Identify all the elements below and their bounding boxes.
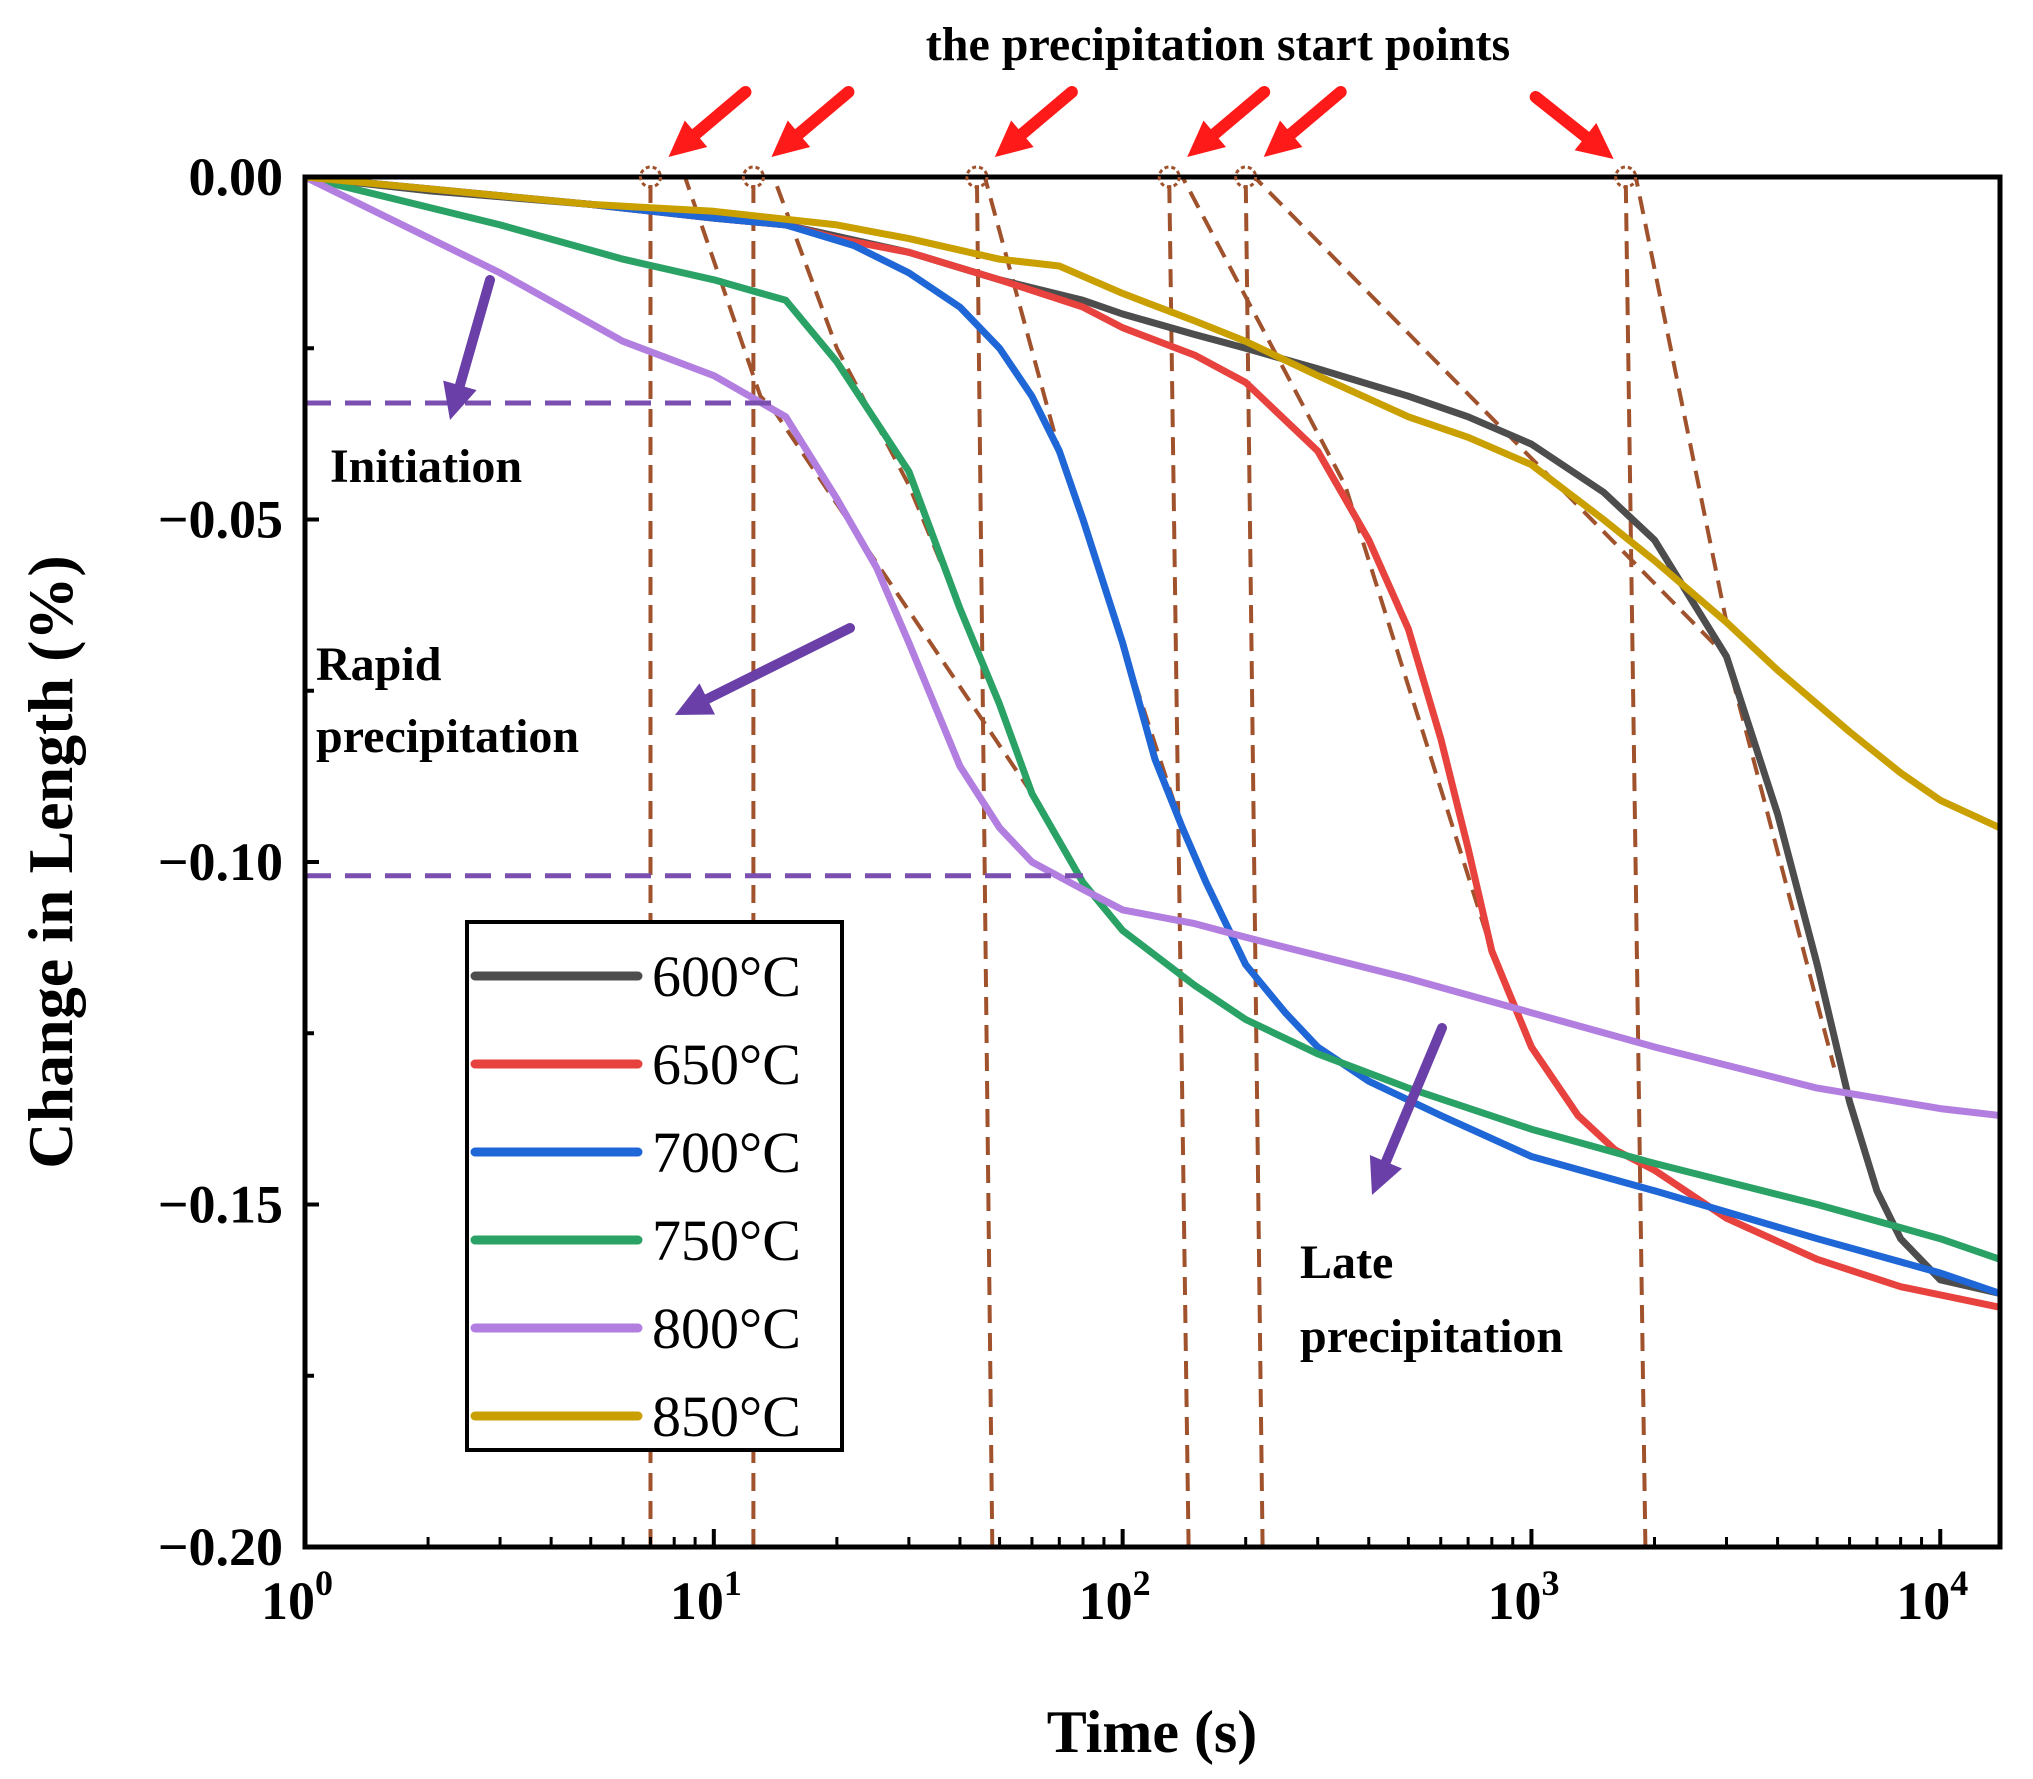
arrow-shaft: [1282, 86, 1347, 143]
precipitation-start-marker-5: [1614, 165, 1638, 189]
arrow-shaft: [1013, 86, 1078, 143]
rapid-precipitation-arrow: [675, 623, 855, 715]
legend-item: 700°C: [470, 1120, 801, 1185]
chart-title: the precipitation start points: [926, 18, 1510, 71]
annotation-initiation: Initiation: [330, 440, 522, 493]
precipitation-start-line-4: [1243, 177, 1837, 1547]
legend-label: 800°C: [652, 1296, 801, 1361]
legend-item: 850°C: [470, 1384, 801, 1449]
y-tick-label: 0.00: [189, 147, 284, 207]
arrow-head: [675, 683, 715, 715]
x-axis-title: Time (s): [1047, 1699, 1258, 1765]
arrow-head: [1263, 120, 1303, 157]
precipitation-start-line-3: [1167, 177, 1494, 1547]
initiation-arrow: [443, 275, 495, 420]
x-tick-label: 100: [261, 1563, 333, 1631]
arrow-shaft: [1379, 1023, 1447, 1171]
legend-item: 800°C: [470, 1296, 801, 1361]
legend-item: 600°C: [470, 944, 801, 1009]
legend-label: 700°C: [652, 1120, 801, 1185]
series-line-850: [305, 177, 2000, 832]
legend-item: 650°C: [470, 1032, 801, 1097]
start-point-arrow-5: [1529, 91, 1614, 159]
start-point-arrow-3: [1187, 86, 1271, 157]
legend-label: 600°C: [652, 944, 801, 1009]
series-line-700: [305, 177, 2000, 1297]
y-tick-label: −0.20: [158, 1517, 283, 1577]
start-point-arrow-1: [771, 86, 855, 157]
precipitation-start-marker-3: [1157, 165, 1181, 189]
annotation-rapid-line2: precipitation: [316, 710, 579, 763]
precipitation-start-marker-2: [965, 165, 989, 189]
start-point-arrow-0: [668, 86, 752, 157]
arrow-shaft: [698, 623, 855, 706]
arrow-head: [994, 120, 1034, 157]
arrow-head: [443, 380, 477, 420]
x-tick-label: 103: [1487, 1563, 1559, 1631]
arrow-shaft: [789, 86, 855, 143]
legend-item: 750°C: [470, 1208, 801, 1273]
y-axis-title: Change in Length (%): [15, 555, 86, 1168]
annotation-rapid-line1: Rapid: [316, 638, 442, 691]
arrow-head: [771, 120, 811, 157]
precipitation-start-line-5: [1623, 177, 1729, 1547]
arrow-head: [1187, 120, 1226, 157]
legend-box: [465, 920, 844, 1452]
legend-label: 850°C: [652, 1384, 801, 1449]
late-precipitation-arrow: [1369, 1023, 1447, 1195]
precipitation-start-marker-0: [639, 165, 662, 189]
legend-label: 750°C: [652, 1208, 801, 1273]
series-line-800: [305, 177, 2000, 1119]
arrow-shaft: [686, 86, 752, 143]
annotation-late-line2: precipitation: [1300, 1310, 1563, 1363]
legend: 600°C 650°C 700°C 750°C 800°C 850°C: [465, 920, 844, 1452]
precipitation-start-line-0: [648, 177, 1034, 1547]
x-tick-label: 104: [1896, 1563, 1968, 1631]
arrow-shaft: [1529, 91, 1595, 146]
y-tick-label: −0.10: [158, 832, 283, 892]
y-tick-label: −0.05: [158, 490, 283, 550]
x-tick-label: 101: [670, 1563, 742, 1631]
series-line-750: [305, 177, 2000, 1263]
legend-label: 650°C: [652, 1032, 801, 1097]
arrow-shaft: [453, 275, 495, 395]
arrow-head: [1369, 1155, 1402, 1195]
y-tick-label: −0.15: [158, 1175, 283, 1235]
precipitation-start-marker-4: [1234, 165, 1258, 189]
precipitation-start-line-2: [974, 177, 1185, 1547]
x-tick-label: 102: [1079, 1563, 1151, 1631]
arrow-head: [668, 120, 708, 157]
precipitation-start-marker-1: [741, 165, 765, 189]
arrow-shaft: [1205, 86, 1271, 143]
start-point-arrow-4: [1263, 86, 1347, 157]
annotation-late-line1: Late: [1300, 1236, 1393, 1289]
start-point-arrow-2: [994, 86, 1078, 157]
arrow-head: [1574, 122, 1614, 159]
